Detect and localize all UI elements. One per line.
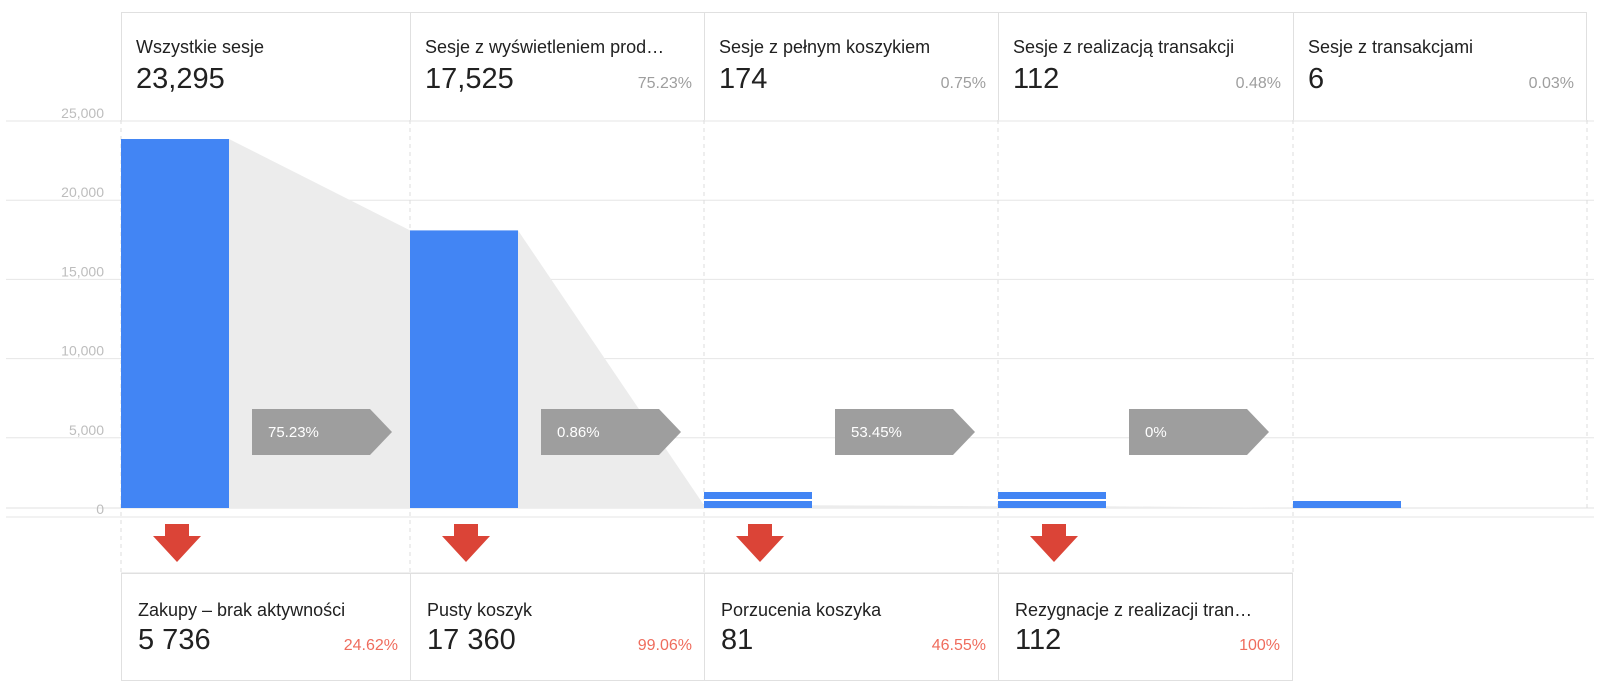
- conversion-arrow: [835, 409, 975, 455]
- stage-header-all-sessions[interactable]: Wszystkie sesje 23,295: [121, 12, 410, 120]
- bar-5: [1293, 501, 1401, 508]
- dropoff-name: Porzucenia koszyka: [721, 600, 882, 620]
- dropoff-percent: 99.06%: [637, 637, 692, 654]
- stage-count: 112: [1013, 63, 1060, 95]
- dropoff-checkout-abandonment[interactable]: Rezygnacje z realizacji tran… 112 100%: [998, 573, 1293, 681]
- flow-shape: [1106, 506, 1293, 508]
- down-arrow-icon: [442, 524, 490, 562]
- conversion-arrow: [252, 409, 392, 455]
- stage-name: Sesje z realizacją transakcji: [1013, 37, 1235, 57]
- flow-shape: [812, 505, 998, 508]
- dropoff-name: Zakupy – brak aktywności: [138, 600, 346, 620]
- stage-percent: 0.48%: [1235, 75, 1281, 92]
- stage-name: Sesje z wyświetleniem prod…: [425, 37, 665, 57]
- y-tick-label: 25,000: [61, 105, 104, 121]
- dropoff-percent: 46.55%: [931, 637, 986, 654]
- stage-header-transactions[interactable]: Sesje z transakcjami 6 0.03%: [1293, 12, 1587, 120]
- conversion-arrow: [1129, 409, 1269, 455]
- conversion-rate-label: 75.23%: [268, 424, 319, 441]
- conversion-rate-label: 53.45%: [851, 424, 902, 441]
- dropoff-empty-cart[interactable]: Pusty koszyk 17 360 99.06%: [410, 573, 704, 681]
- stage-percent: 0.03%: [1528, 75, 1574, 92]
- dropoff-count: 81: [721, 624, 754, 656]
- stage-count: 174: [719, 63, 768, 95]
- stage-name: Sesje z pełnym koszykiem: [719, 37, 931, 57]
- stage-header-product-views[interactable]: Sesje z wyświetleniem prod… 17,525 75.23…: [410, 12, 704, 120]
- stage-percent: 0.75%: [940, 75, 986, 92]
- conversion-arrow: [541, 409, 681, 455]
- stage-count: 6: [1308, 63, 1325, 95]
- stage-count: 17,525: [425, 63, 514, 95]
- flow-shape: [518, 230, 704, 509]
- stage-header-add-to-cart[interactable]: Sesje z pełnym koszykiem 174 0.75%: [704, 12, 998, 120]
- dropoff-cart-abandonment[interactable]: Porzucenia koszyka 81 46.55%: [704, 573, 998, 681]
- y-tick-label: 20,000: [61, 184, 104, 200]
- dropoff-count: 5 736: [138, 624, 211, 656]
- conversion-rate-label: 0%: [1145, 424, 1167, 441]
- stage-name: Sesje z transakcjami: [1308, 37, 1474, 57]
- y-tick-label: 0: [96, 501, 104, 517]
- dropoff-count: 112: [1015, 624, 1062, 656]
- y-tick-label: 5,000: [69, 422, 104, 438]
- y-tick-label: 10,000: [61, 343, 104, 359]
- y-tick-label: 15,000: [61, 263, 104, 279]
- stage-count: 23,295: [136, 63, 225, 95]
- down-arrow-icon: [1030, 524, 1078, 562]
- dropoff-no-activity[interactable]: Zakupy – brak aktywności 5 736 24.62%: [121, 573, 410, 681]
- stage-header-checkout[interactable]: Sesje z realizacją transakcji 112 0.48%: [998, 12, 1293, 120]
- dropoff-count: 17 360: [427, 624, 516, 656]
- dropoff-percent: 24.62%: [343, 637, 398, 654]
- stage-percent: 75.23%: [637, 75, 692, 92]
- conversion-rate-label: 0.86%: [557, 424, 600, 441]
- dropoff-percent: 100%: [1239, 637, 1280, 654]
- down-arrow-icon: [736, 524, 784, 562]
- dropoff-name: Pusty koszyk: [427, 600, 533, 620]
- bar-2: [410, 230, 518, 509]
- down-arrow-icon: [153, 524, 201, 562]
- dropoff-name: Rezygnacje z realizacji tran…: [1015, 600, 1253, 620]
- stage-name: Wszystkie sesje: [136, 37, 265, 57]
- bar-1: [121, 139, 229, 508]
